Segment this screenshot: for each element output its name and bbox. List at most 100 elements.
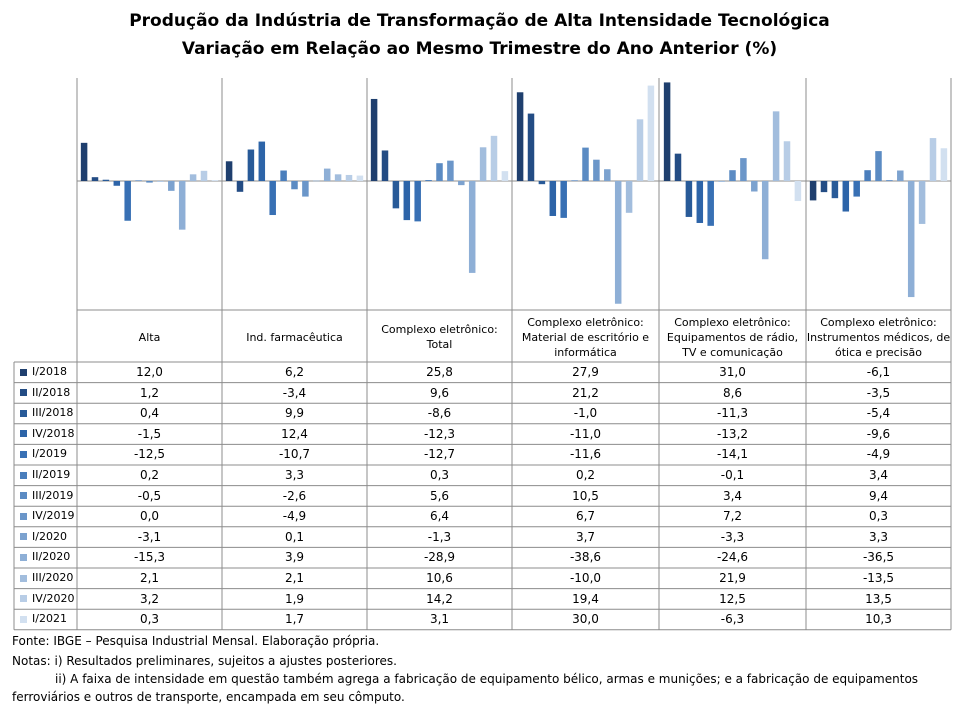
bar-iv-2018 (696, 181, 704, 223)
bar-i-2021 (794, 181, 802, 202)
category-label: Complexo eletrônico: Total (381, 323, 498, 351)
bar-i-2019 (560, 181, 567, 218)
bar-i-2021 (211, 180, 219, 181)
data-cell: 9,6 (429, 385, 450, 400)
legend-swatch (20, 533, 27, 541)
data-cell: -4,9 (866, 447, 891, 462)
bar-ii-2020 (761, 181, 769, 260)
bar-ii-2019 (135, 180, 142, 181)
note-2-continued: ferroviários e outros de transporte, enc… (12, 690, 405, 704)
legend-label: III/2020 (32, 571, 74, 584)
bar-ii-2019 (425, 180, 432, 181)
bar-iv-2018 (842, 181, 850, 212)
legend-swatch (20, 553, 27, 561)
bar-iii-2019 (729, 170, 736, 181)
data-cell: -11,6 (569, 447, 602, 462)
data-cell: -15,3 (133, 550, 166, 565)
data-cell: -28,9 (423, 550, 456, 565)
legend-swatch (20, 512, 27, 520)
bar-iii-2019 (582, 147, 589, 181)
bar-i-2020 (604, 169, 611, 181)
data-cell: 12,4 (281, 426, 308, 441)
data-cell: 0,2 (575, 468, 596, 482)
legend-swatch (20, 595, 27, 603)
bar-iii-2018 (685, 181, 693, 217)
bar-iii-2020 (189, 174, 197, 181)
data-cell: 1,2 (139, 385, 160, 400)
bar-iii-2020 (772, 111, 780, 181)
data-cell: -10,7 (278, 447, 311, 462)
legend-swatch (20, 389, 27, 397)
data-cell: -9,6 (866, 426, 891, 441)
category-label: Alta (138, 330, 161, 344)
data-cell: -5,4 (866, 406, 891, 421)
legend-swatch (20, 615, 27, 623)
legend-entry: III/2019 (20, 486, 73, 506)
legend-label: II/2019 (32, 468, 71, 481)
bar-i-2021 (356, 175, 364, 181)
bar-ii-2019 (280, 170, 287, 181)
bar-iv-2019 (886, 180, 893, 181)
bar-iii-2018 (247, 149, 255, 181)
data-cell: 31,0 (719, 365, 746, 379)
data-cell: -1,3 (427, 529, 452, 544)
data-cell: -6,1 (866, 365, 891, 379)
data-cell: 3,3 (284, 468, 305, 482)
data-cell: 1,7 (284, 612, 305, 627)
data-cell: 0,1 (284, 529, 305, 544)
data-cell: 14,2 (426, 591, 453, 606)
bar-i-2020 (168, 181, 175, 191)
bar-iii-2018 (392, 181, 400, 209)
category-label: Complexo eletrônico: Material de escritó… (521, 315, 650, 359)
data-cell: 21,2 (572, 385, 599, 400)
bar-i-2018 (370, 98, 378, 181)
bar-i-2019 (414, 181, 421, 222)
data-cell: -13,5 (862, 571, 895, 585)
data-cell: -8,6 (427, 406, 452, 421)
legend-entry: I/2020 (20, 527, 67, 547)
data-cell: 6,4 (429, 509, 450, 524)
data-cell: -14,1 (716, 447, 749, 462)
data-cell: 6,2 (284, 365, 305, 379)
data-cell: 3,1 (429, 612, 450, 627)
data-cell: -3,1 (137, 529, 162, 544)
legend-entry: III/2020 (20, 568, 73, 588)
bar-i-2018 (225, 161, 233, 181)
data-cell: 12,5 (719, 591, 746, 606)
data-cell: -24,6 (716, 550, 749, 565)
data-cell: 9,9 (284, 406, 305, 421)
bar-ii-2018 (527, 113, 535, 181)
data-cell: 0,3 (139, 612, 160, 627)
data-cell: 30,0 (572, 612, 599, 627)
bar-iv-2020 (929, 138, 937, 181)
bar-i-2020 (751, 181, 758, 192)
data-cell: 3,7 (575, 529, 596, 544)
legend-label: I/2018 (32, 365, 67, 378)
chart-subtitle: Variação em Relação ao Mesmo Trimestre d… (181, 39, 778, 59)
legend-entry: I/2021 (20, 609, 67, 629)
data-cell: 7,2 (722, 509, 743, 524)
legend-label: I/2021 (32, 612, 67, 626)
legend-entry: II/2018 (20, 383, 70, 403)
note-2: ii) A faixa de intensidade em questão ta… (55, 672, 919, 686)
data-cell: -2,6 (282, 488, 307, 503)
bar-i-2019 (707, 181, 714, 226)
data-cell: -1,5 (137, 426, 162, 441)
bar-iv-2020 (200, 170, 208, 181)
data-cell: -3,5 (866, 385, 891, 400)
data-cell: 12,0 (136, 365, 163, 379)
bar-iii-2018 (102, 179, 110, 181)
data-cell: 0,3 (429, 468, 450, 482)
bar-ii-2018 (674, 153, 682, 181)
data-cell: -12,3 (423, 426, 456, 441)
legend-entry: IV/2019 (20, 506, 74, 526)
data-cell: -0,1 (720, 468, 745, 482)
data-cell: 10,5 (572, 488, 599, 503)
legend-label: IV/2018 (32, 426, 75, 440)
bar-ii-2018 (820, 181, 828, 193)
data-cell: 0,0 (139, 509, 160, 524)
bar-ii-2018 (91, 177, 99, 181)
bar-iii-2019 (436, 163, 443, 181)
bar-iv-2019 (157, 181, 164, 182)
legend-label: III/2019 (32, 488, 74, 502)
